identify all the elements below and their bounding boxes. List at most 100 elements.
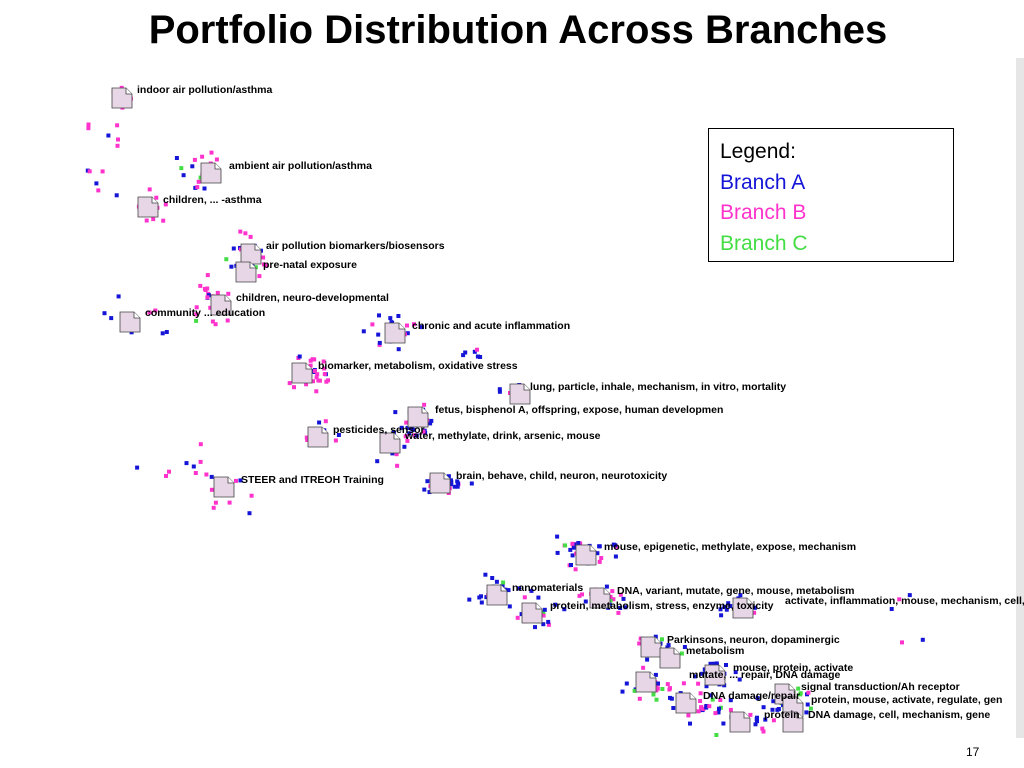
document-dot [247,511,252,516]
topic-document-icon [704,664,726,686]
document-dot [234,478,238,483]
document-dot [377,313,381,318]
topic-labels: indoor air pollution/asthma ambient air p… [137,84,1024,721]
document-dot [580,592,584,597]
document-dot [370,322,375,327]
document-dot [304,435,309,440]
topic-document-icon [210,294,232,316]
document-dot [490,576,495,580]
topic-document-icon [111,87,133,109]
document-dot [202,286,207,291]
document-dot [405,425,410,430]
document-dot [701,707,706,711]
topic-label: activate, inflammation, mouse, mechanism… [785,595,1024,607]
document-dot [632,688,637,693]
document-dot [570,553,575,558]
document-dot [229,264,234,269]
document-dot [87,169,92,174]
document-dot [115,143,120,148]
topic-label: ambient air pollution/asthma [229,160,372,172]
document-dot [775,707,780,712]
document-dot [292,385,296,390]
document-dot [202,186,207,191]
document-dot [907,593,912,598]
document-dot [651,692,656,697]
document-dot [377,340,382,345]
document-dot [688,721,692,726]
document-dot [428,421,433,426]
document-dot [238,229,243,234]
document-dot [463,350,468,355]
document-dot [452,484,457,489]
topic-document-icon [213,476,235,498]
document-dot [96,188,101,193]
document-dot [323,419,328,424]
document-dot [555,550,560,555]
document-dot [472,349,477,354]
document-dot [770,707,775,712]
document-dot [297,354,302,359]
document-dot [153,308,158,313]
document-dot [174,156,179,160]
topic-document-icon [521,602,543,624]
document-dot [728,698,733,703]
topic-label: mutate, ... repair, DNA damage [689,669,840,681]
topic-label: brain, behave, child, neuron, neurotoxic… [456,470,667,482]
document-dot [115,123,120,128]
document-dot [506,588,511,593]
document-dot [623,605,628,610]
topic-label: mouse, epigenetic, methylate, expose, me… [604,541,856,553]
document-dot [409,426,414,430]
document-dot [422,487,427,492]
document-dot [475,347,479,352]
topic-document-icon [509,383,531,405]
topic-document-icon [235,261,257,283]
document-dot [321,359,326,364]
document-dot [167,469,171,474]
document-dot [253,265,258,270]
document-dot [568,547,573,552]
document-dot [710,697,715,702]
document-dot [653,634,658,639]
topic-label: Parkinsons, neuron, dopaminergic [667,634,840,646]
document-dot [147,310,152,315]
document-dot [665,682,670,687]
document-dot [181,173,186,178]
document-dot [114,193,119,198]
document-dot [311,379,315,384]
document-dot [608,598,613,603]
document-dot [211,505,216,510]
document-dot [713,711,718,716]
document-dot [455,479,460,484]
topic-icons [111,87,804,733]
document-dot [449,482,454,487]
document-dot [576,541,581,545]
document-dot [209,487,214,492]
document-dot [395,463,400,468]
document-dot [191,464,196,469]
document-dot [726,601,731,606]
document-dot [654,697,659,702]
document-dot [660,637,664,642]
topic-label: water, methylate, drink, arsenic, mouse [404,430,601,442]
document-dot [86,126,91,131]
document-dot [322,372,327,376]
document-dot [194,312,199,317]
document-dot [900,640,904,645]
document-dot [405,331,410,336]
document-dot [501,580,506,585]
document-dot [546,622,551,627]
topic-label: pre-natal exposure [263,259,357,271]
document-dot [308,363,313,368]
document-dot [261,255,266,260]
document-dot [599,556,604,560]
document-dot [497,387,502,392]
document-dot [541,610,546,614]
document-dot [714,661,719,666]
document-dot [161,218,166,223]
document-dot [597,559,602,564]
document-dot [317,420,322,425]
document-dot [312,369,317,373]
document-dot [196,179,201,184]
document-dot [100,169,105,174]
